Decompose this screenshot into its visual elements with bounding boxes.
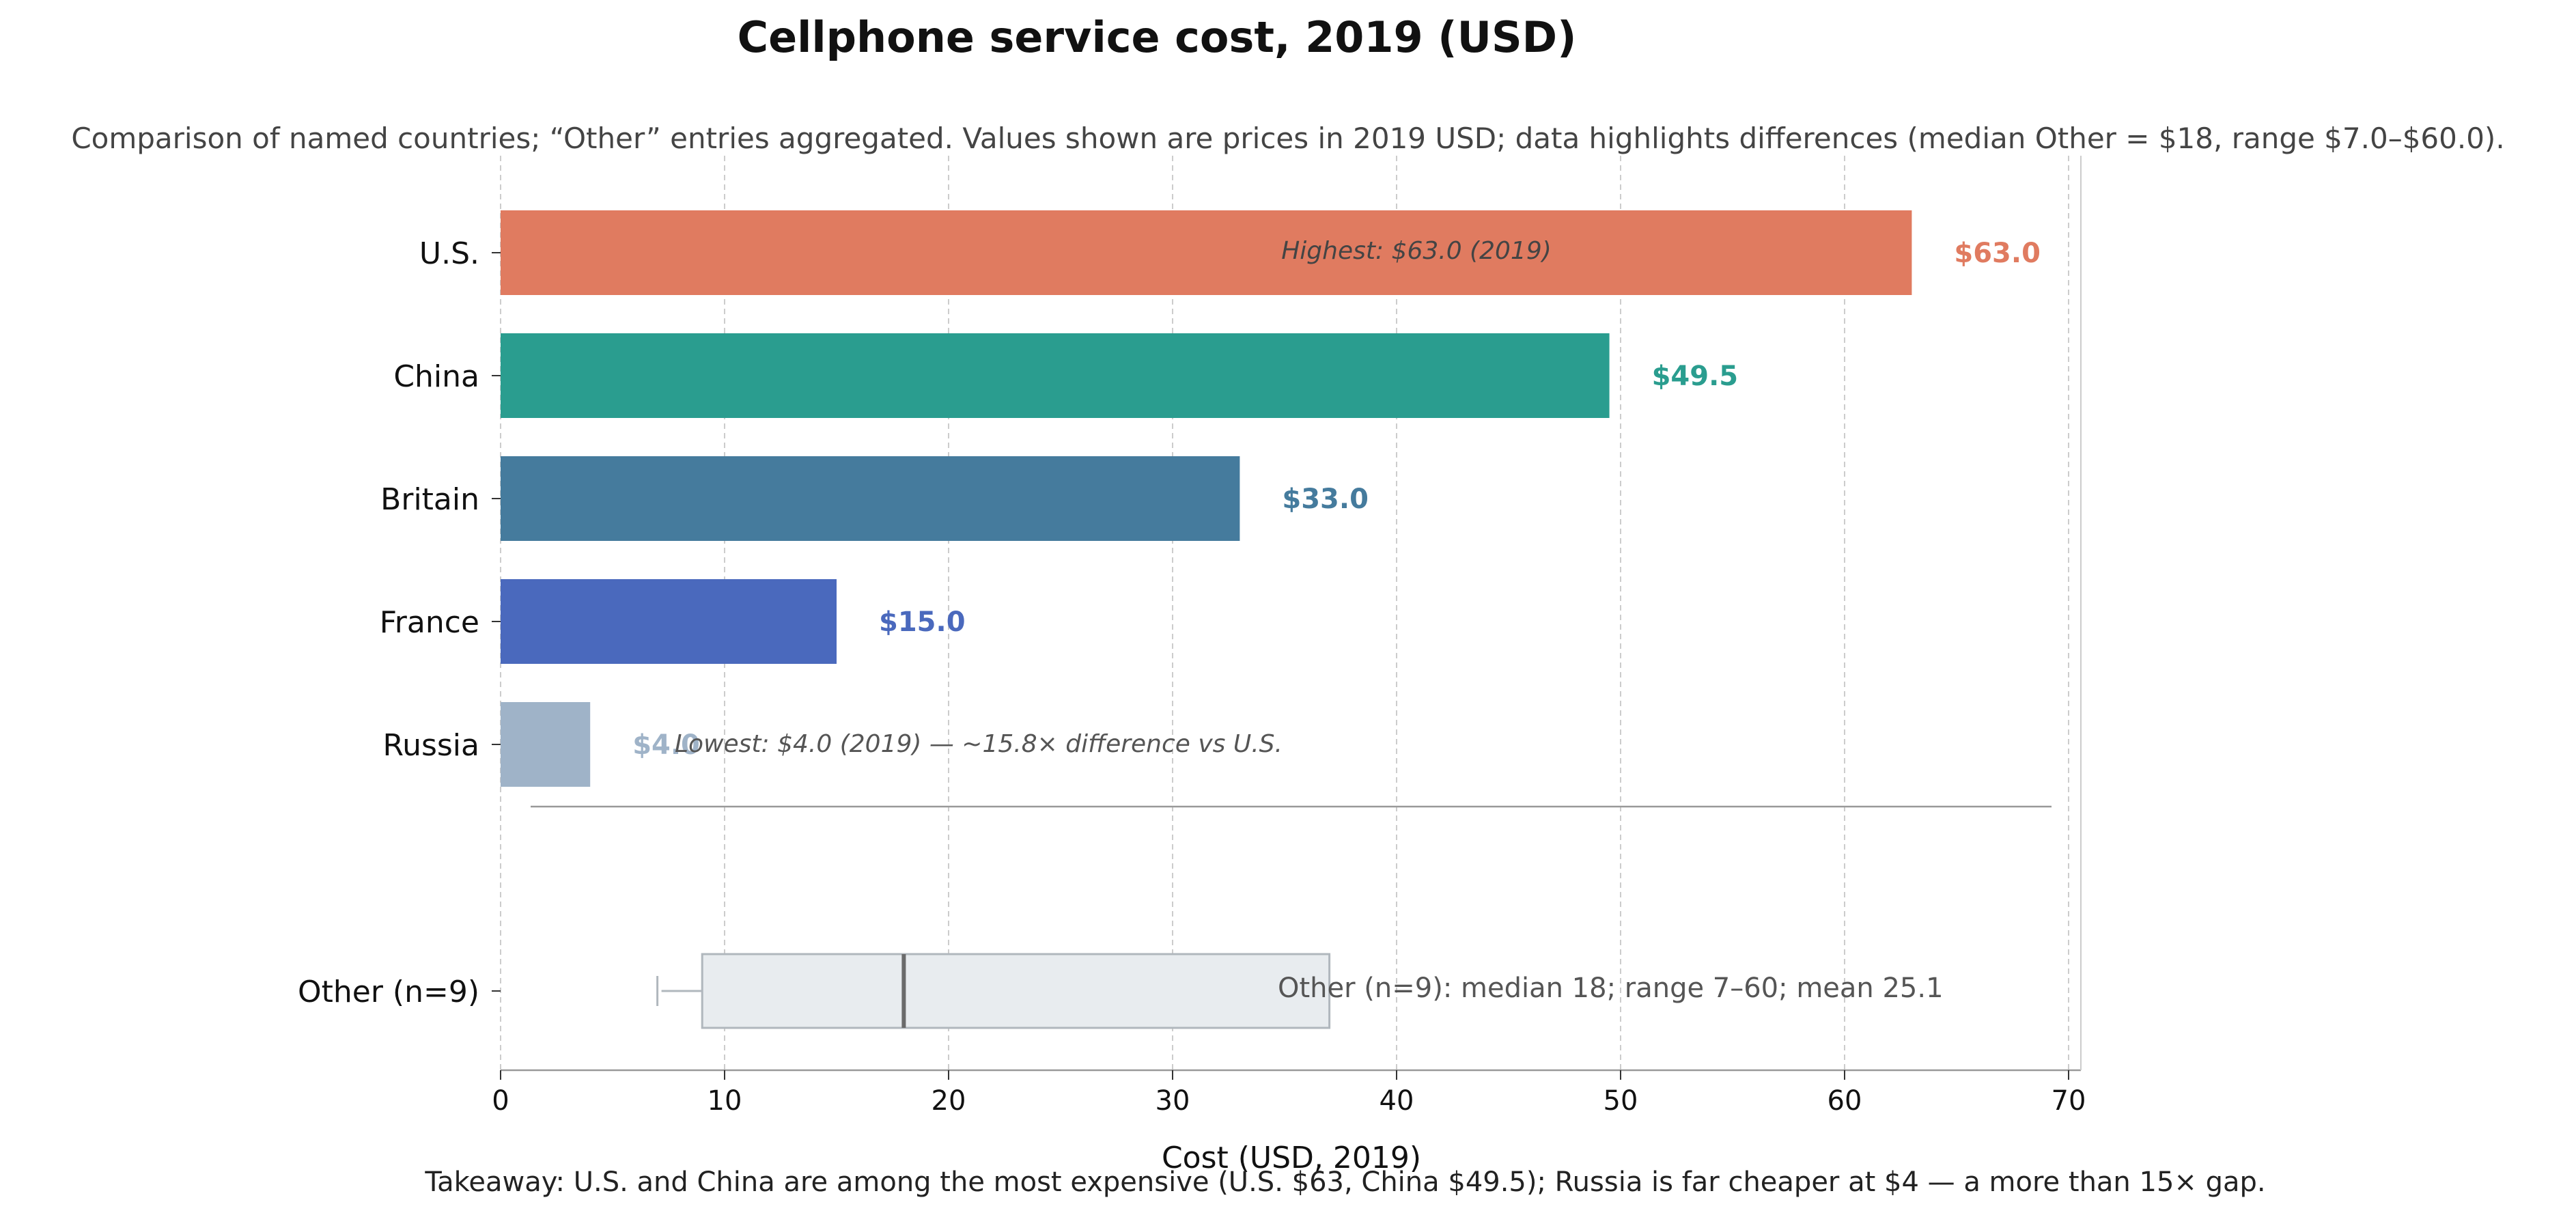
bar-value-label: $15.0 <box>879 606 966 638</box>
bar-value-label: $33.0 <box>1282 484 1369 515</box>
lowest-annotation: Lowest: $4.0 (2019) — ~15.8× difference … <box>675 730 1283 758</box>
bar <box>501 579 837 664</box>
other-boxplot <box>656 953 1331 1029</box>
bar <box>501 333 1610 418</box>
chart-title: Cellphone service cost, 2019 (USD) <box>738 12 1577 62</box>
x-tick-label: 60 <box>1828 1085 1862 1117</box>
x-tick-label: 50 <box>1604 1085 1638 1117</box>
box-iqr <box>701 953 1331 1029</box>
x-tick-label: 0 <box>492 1085 509 1117</box>
bar-value-label: $49.5 <box>1652 361 1739 392</box>
category-label: Britain <box>380 482 479 517</box>
x-tick-label: 20 <box>932 1085 966 1117</box>
x-tick-label: 10 <box>708 1085 742 1117</box>
category-label: France <box>380 605 479 640</box>
chart-subtitle: Comparison of named countries; “Other” e… <box>71 122 2504 155</box>
bar-value-label: $63.0 <box>1954 238 2041 269</box>
y-tick-labels: U.S. China Britain France Russia Other (n=9) <box>298 236 501 1009</box>
category-label: China <box>393 359 479 394</box>
value-labels: $63.0 $49.5 $33.0 $15.0 $4.0 <box>632 238 2041 761</box>
x-tick-label: 30 <box>1156 1085 1190 1117</box>
x-tick-label: 70 <box>2052 1085 2086 1117</box>
x-axis-label: Cost (USD, 2019) <box>1162 1141 1421 1175</box>
x-axis: 0 10 20 30 40 50 60 70 <box>492 156 2086 1117</box>
highest-annotation: Highest: $63.0 (2019) <box>1281 237 1552 265</box>
bars <box>501 210 1912 787</box>
bar <box>501 456 1240 541</box>
category-label: Russia <box>382 728 479 763</box>
bar <box>501 702 591 787</box>
bar <box>501 210 1912 295</box>
x-tick-label: 40 <box>1380 1085 1414 1117</box>
category-label: U.S. <box>419 236 479 271</box>
category-label-other: Other (n=9) <box>298 975 479 1009</box>
takeaway-text: Takeaway: U.S. and China are among the m… <box>424 1167 2265 1198</box>
other-box-annotation: Other (n=9): median 18; range 7–60; mean… <box>1278 973 1944 1004</box>
bar-value-label: $4.0 <box>632 729 700 761</box>
